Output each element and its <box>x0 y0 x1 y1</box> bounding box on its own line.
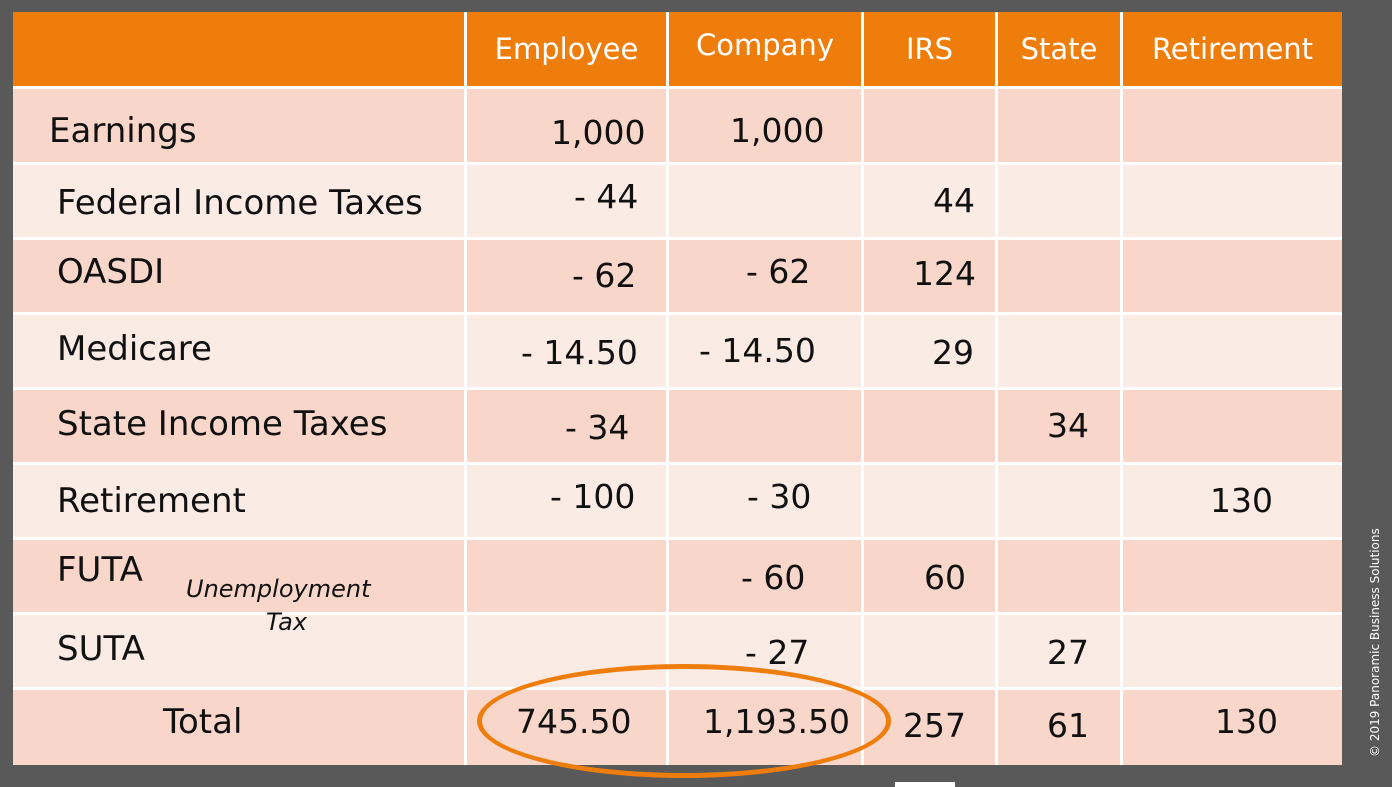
header-employee: Employee <box>467 12 666 86</box>
employee-value: - 62 <box>572 256 637 295</box>
payroll-table: Employee Company IRS State Retirement Ea… <box>13 12 1342 765</box>
row-label: FUTA <box>57 550 143 590</box>
irs-value: 60 <box>924 558 966 597</box>
header-state-label: State <box>1020 32 1098 66</box>
header-company-label: Company <box>696 28 834 62</box>
retirement-total: 130 <box>1215 702 1278 741</box>
irs-value: 29 <box>932 333 974 372</box>
retirement-value: 130 <box>1210 481 1273 520</box>
highlight-ellipse <box>477 664 891 778</box>
bottom-stub <box>895 782 955 787</box>
header-irs: IRS <box>864 12 995 86</box>
irs-value: 44 <box>933 181 975 220</box>
state-value: 27 <box>1047 633 1089 672</box>
table-row: Earnings 1,000 1,000 <box>13 89 1342 162</box>
annotation-tax: Tax <box>266 608 308 636</box>
row-label: SUTA <box>57 629 145 669</box>
row-label: Medicare <box>57 329 212 369</box>
header-company: Company <box>669 12 861 86</box>
state-value: 34 <box>1047 406 1089 445</box>
header-irs-label: IRS <box>905 32 954 66</box>
table-row: SUTA - 27 27 <box>13 615 1342 687</box>
irs-total: 257 <box>903 706 966 745</box>
employee-value: 1,000 <box>551 113 646 152</box>
annotation-unemployment: Unemployment <box>186 575 371 603</box>
header-retirement-label: Retirement <box>1151 32 1314 66</box>
company-value: - 62 <box>746 252 811 291</box>
table-row: State Income Taxes - 34 34 <box>13 390 1342 462</box>
company-value: - 27 <box>745 633 810 672</box>
table-header: Employee Company IRS State Retirement <box>13 12 1342 86</box>
employee-value: - 34 <box>565 408 630 447</box>
row-label: Federal Income Taxes <box>57 183 423 223</box>
table-row: OASDI - 62 - 62 124 <box>13 240 1342 312</box>
header-retirement: Retirement <box>1123 12 1342 86</box>
table-row: FUTA - 60 60 <box>13 540 1342 612</box>
row-label: OASDI <box>57 252 165 292</box>
irs-value: 124 <box>913 254 976 293</box>
company-value: - 14.50 <box>699 331 816 370</box>
row-label: State Income Taxes <box>57 404 388 444</box>
employee-value: - 100 <box>550 477 636 516</box>
row-label: Retirement <box>57 481 246 521</box>
row-label: Earnings <box>49 111 197 151</box>
company-value: 1,000 <box>730 111 825 150</box>
header-state: State <box>998 12 1120 86</box>
employee-value: - 14.50 <box>521 333 638 372</box>
table-row: Retirement - 100 - 30 130 <box>13 465 1342 537</box>
company-value: - 30 <box>747 477 812 516</box>
header-blank-cell <box>13 12 464 86</box>
state-total: 61 <box>1047 706 1089 745</box>
table-row: Medicare - 14.50 - 14.50 29 <box>13 315 1342 387</box>
header-employee-label: Employee <box>494 32 639 66</box>
copyright-text: © 2019 Panoramic Business Solutions <box>1368 528 1382 757</box>
company-value: - 60 <box>741 558 806 597</box>
employee-value: - 44 <box>574 177 639 216</box>
table-row: Federal Income Taxes - 44 44 <box>13 165 1342 237</box>
row-label: Total <box>163 702 243 742</box>
